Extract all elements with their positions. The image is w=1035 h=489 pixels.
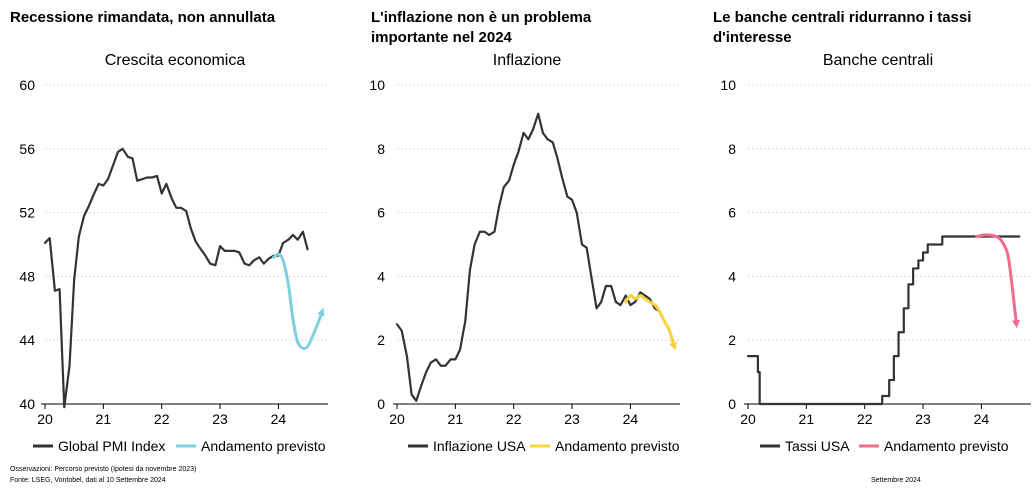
footnote-date: Settembre 2024 [871,477,921,484]
x-tick-label: 22 [154,411,170,427]
x-tick-label: 23 [915,411,931,427]
forecast-line-rates [975,233,1020,329]
y-tick-label: 44 [19,332,35,348]
y-tick-label: 0 [728,396,736,412]
y-tick-label: 8 [377,141,385,157]
chart-growth: 40 44 48 52 56 60 20 21 22 23 24 Global PMI Index An… [19,77,328,454]
legend-label: Andamento previsto [555,438,680,454]
x-tick-label: 23 [212,411,228,427]
actual-line-inflation [395,112,661,402]
y-tick-label: 10 [369,77,385,93]
x-tick-label: 24 [974,411,990,427]
x-tick-label: 23 [564,411,580,427]
panel-header-inflation: L'inflazione non è un problema important… [371,9,592,46]
x-tick-label: 24 [623,411,639,427]
y-tick-label: 6 [728,205,736,221]
y-tick-label: 0 [377,396,385,412]
chart-title-rates: Banche centrali [822,52,934,69]
footnote-observations: Osservazioni: Percorso previsto (Ipotesi… [10,466,197,473]
y-tick-label: 52 [19,205,35,221]
y-tick-label: 60 [19,77,35,93]
panel-header-growth: Recessione rimandata, non annullata [10,9,276,26]
footnote-source: Fonte: LSEG, Vontobel, dati al 10 Settem… [10,477,166,484]
chart-title-inflation: Inflazione [492,52,562,69]
legend-label: Tassi USA [785,438,850,454]
x-tick-label: 20 [740,411,756,427]
x-tick-label: 20 [389,411,405,427]
x-tick-label: 21 [448,411,464,427]
y-tick-label: 56 [19,141,35,157]
forecast-line-inflation [624,294,677,351]
panel-header-rates: Le banche centrali ridurranno i tassi d'… [713,9,972,46]
y-tick-label: 8 [728,141,736,157]
y-tick-label: 4 [377,268,385,284]
y-tick-label: 10 [720,77,736,93]
chart-title-growth: Crescita economica [104,52,246,69]
forecast-line-growth [272,252,325,351]
y-tick-label: 6 [377,205,385,221]
y-tick-label: 2 [728,332,736,348]
legend-label: Andamento previsto [201,438,326,454]
x-tick-label: 22 [857,411,873,427]
y-tick-label: 40 [19,396,35,412]
legend-label: Andamento previsto [884,438,1009,454]
y-tick-label: 48 [19,268,35,284]
x-tick-label: 21 [799,411,815,427]
x-tick-label: 24 [271,411,287,427]
legend-label: Global PMI Index [58,438,165,454]
x-tick-label: 20 [37,411,53,427]
x-tick-label: 21 [96,411,112,427]
legend-label: Inflazione USA [433,438,526,454]
actual-line-rates [746,235,1021,406]
actual-line-growth [43,147,309,409]
x-tick-label: 22 [506,411,522,427]
y-tick-label: 4 [728,268,736,284]
y-tick-label: 2 [377,332,385,348]
